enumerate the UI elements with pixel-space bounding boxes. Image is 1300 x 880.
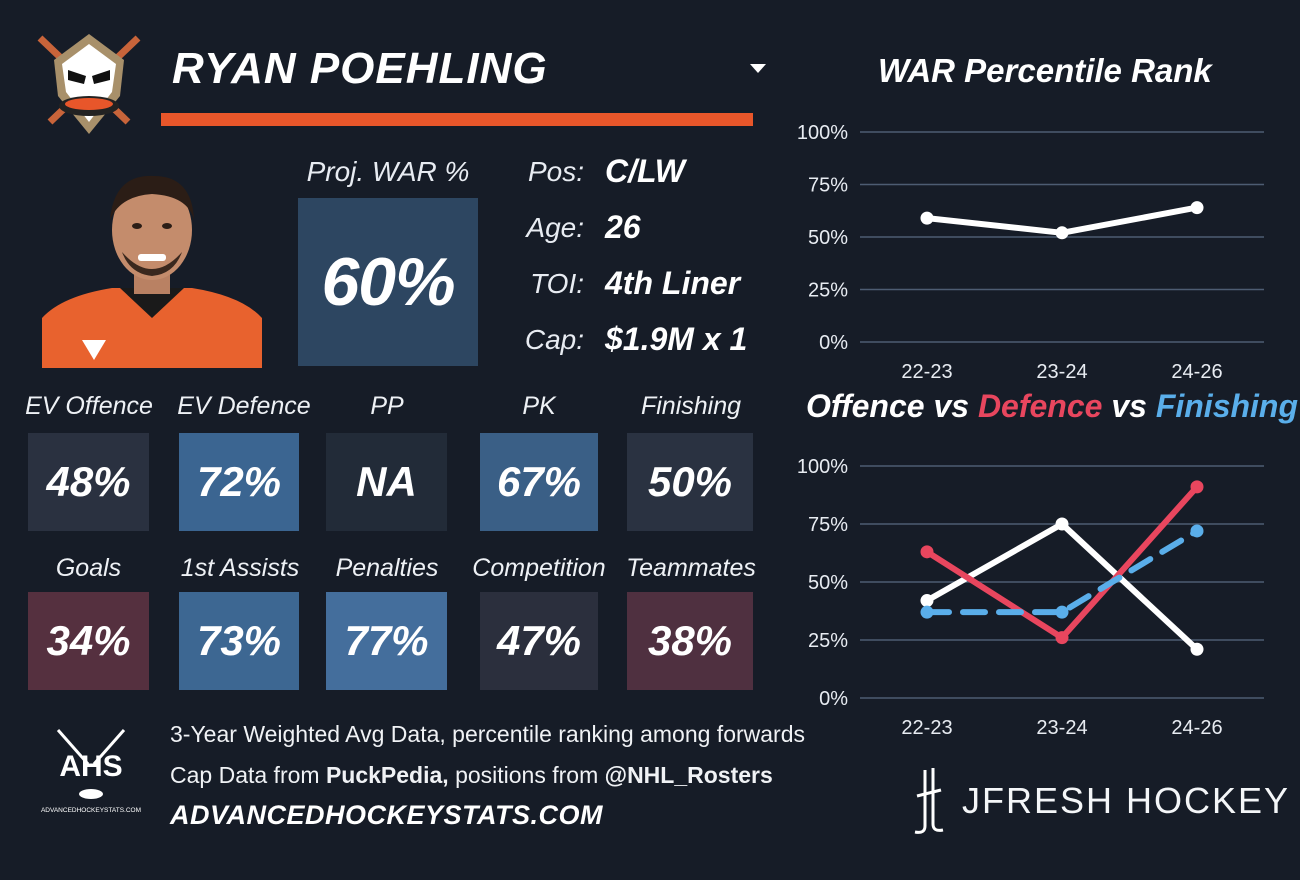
tile-value: 67% — [496, 458, 582, 505]
footer-line2: Cap Data from PuckPedia, positions from … — [170, 762, 773, 789]
tile-value: 34% — [46, 617, 131, 664]
cap-label: Cap: — [524, 324, 584, 355]
data-point — [1190, 642, 1204, 656]
tile-value: 72% — [196, 458, 282, 505]
site-link[interactable]: ADVANCEDHOCKEYSTATS.COM — [170, 800, 604, 830]
data-point — [1055, 517, 1069, 531]
data-point — [1055, 226, 1069, 240]
cap-value: $1.9M x 1 — [605, 321, 748, 357]
tile-label-goals: Goals — [55, 554, 122, 582]
tile-label-ev-defence: EV Defence — [177, 392, 311, 420]
tile-value: NA — [356, 458, 417, 505]
age-value: 26 — [605, 209, 641, 245]
proj-war-box: 60% — [298, 198, 478, 366]
data-point — [1190, 480, 1204, 494]
tile-pk: 67% — [480, 433, 598, 531]
ahs-logo-small: ADVANCEDHOCKEYSTATS.COM — [41, 807, 141, 814]
tile-label-pp: PP — [370, 392, 404, 420]
ahs-logo: AHS ADVANCEDHOCKEYSTATS.COM — [40, 724, 142, 824]
offence-defence-finishing-chart: 0% 25% 50% 75% 100% 22-23 23-24 24-26 — [797, 456, 1264, 739]
title-offence: Offence — [806, 388, 925, 424]
toi-value: 4th Liner — [605, 265, 741, 301]
pos-value: C/LW — [605, 153, 685, 189]
pos-label: Pos: — [527, 156, 584, 187]
series-line — [924, 521, 1200, 653]
tile-value: 48% — [46, 458, 131, 505]
tile-value: 47% — [496, 617, 582, 664]
data-point — [1055, 605, 1069, 619]
x-tick-label: 23-24 — [1036, 717, 1087, 739]
tile-label-ev-offence: EV Offence — [25, 392, 153, 420]
tile-label-finishing: Finishing — [640, 392, 742, 420]
y-tick-label: 25% — [808, 630, 848, 652]
title-vs1: vs — [924, 388, 978, 424]
tile-penalties: 77% — [326, 592, 447, 690]
puckpedia-link[interactable]: PuckPedia, — [325, 762, 449, 788]
x-tick-label: 22-23 — [901, 717, 952, 739]
y-tick-label: 75% — [808, 514, 848, 536]
dropdown-arrow-icon[interactable] — [750, 64, 766, 73]
tile-label-teammates: Teammates — [626, 554, 756, 582]
data-point — [1190, 201, 1204, 215]
footer-line2-prefix: Cap Data from — [170, 762, 326, 788]
toi-label: TOI: — [530, 268, 584, 299]
tile-teammates: 38% — [627, 592, 753, 690]
tile-goals: 34% — [28, 592, 149, 690]
ahs-logo-text: AHS — [59, 750, 122, 783]
x-tick-label: 24-26 — [1171, 361, 1222, 383]
data-point — [920, 594, 934, 608]
x-tick-label: 22-23 — [901, 361, 952, 383]
tile-value: 50% — [647, 458, 733, 505]
data-point — [920, 545, 934, 559]
footer-line2-mid: positions from — [448, 762, 605, 788]
title-finishing: Finishing — [1155, 388, 1299, 424]
chart2-title: Offence vs Defence vs Finishing — [806, 388, 1298, 425]
jfresh-brand: JFRESH HOCKEY — [962, 780, 1291, 821]
x-tick-label: 24-26 — [1171, 717, 1222, 739]
player-name: RYAN POEHLING — [172, 44, 548, 93]
data-point — [1055, 631, 1069, 645]
tile-label-competition: Competition — [472, 554, 606, 582]
y-tick-label: 100% — [797, 122, 848, 144]
chart1-title: WAR Percentile Rank — [878, 52, 1212, 89]
tile-finishing: 50% — [627, 433, 753, 531]
x-tick-label: 23-24 — [1036, 361, 1087, 383]
y-tick-label: 0% — [819, 332, 848, 354]
tile-value: 77% — [344, 617, 429, 664]
y-tick-label: 100% — [797, 456, 848, 478]
tile-1st-assists: 73% — [179, 592, 299, 690]
data-point — [920, 605, 934, 619]
proj-war-value: 60% — [321, 244, 455, 320]
tile-competition: 47% — [480, 592, 598, 690]
player-photo — [42, 168, 262, 368]
war-percentile-chart: 0% 25% 50% 75% 100% 22-23 23-24 24-26 — [797, 122, 1264, 383]
tile-pp: NA — [326, 433, 447, 531]
tile-label-penalties: Penalties — [335, 554, 439, 582]
age-label: Age: — [526, 212, 584, 243]
nhl-rosters-link[interactable]: @NHL_Rosters — [604, 762, 773, 788]
y-tick-label: 50% — [808, 572, 848, 594]
y-tick-label: 50% — [808, 227, 848, 249]
y-tick-label: 75% — [808, 175, 848, 197]
tile-label-1st-assists: 1st Assists — [180, 554, 300, 582]
data-point — [1190, 524, 1204, 538]
tile-value: 38% — [647, 617, 733, 664]
tile-value: 73% — [196, 617, 282, 664]
tile-label-pk: PK — [522, 392, 556, 420]
title-defence: Defence — [977, 388, 1103, 424]
footer-line1: 3-Year Weighted Avg Data, percentile ran… — [170, 721, 806, 747]
name-underline — [161, 113, 753, 126]
tile-ev-offence: 48% — [28, 433, 149, 531]
title-vs2: vs — [1102, 388, 1156, 424]
proj-war-label: Proj. WAR % — [306, 156, 470, 187]
data-point — [920, 211, 934, 225]
team-logo — [28, 30, 150, 138]
series-line — [924, 527, 1200, 616]
y-tick-label: 25% — [808, 280, 848, 302]
y-tick-label: 0% — [819, 688, 848, 710]
tile-ev-defence: 72% — [179, 433, 299, 531]
jfresh-logo-icon — [905, 766, 951, 836]
